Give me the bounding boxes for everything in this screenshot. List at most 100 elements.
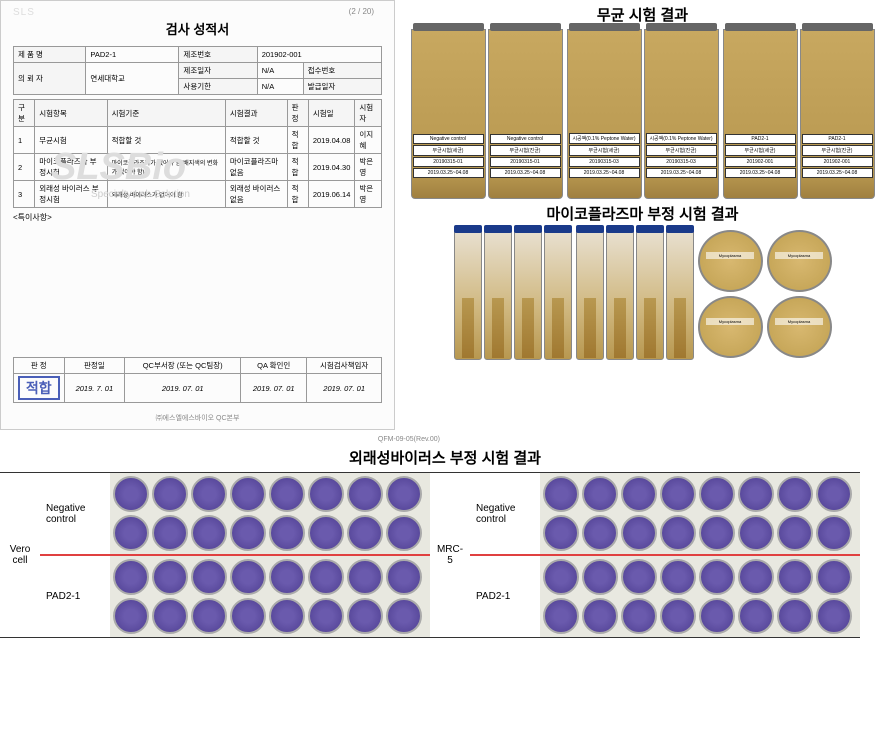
plate-area: Negative control PAD2-1: [40, 473, 430, 637]
well: [543, 559, 579, 595]
expiry-label: 사용기한: [179, 79, 257, 95]
well: [191, 515, 227, 551]
th-date: 시험일: [308, 100, 355, 127]
well: [777, 559, 813, 595]
well: [230, 515, 266, 551]
well: [152, 515, 188, 551]
th-tester: 시험자: [355, 100, 382, 127]
product-name: PAD2-1: [86, 47, 179, 63]
well: [347, 476, 383, 512]
well: [269, 598, 305, 634]
well: [543, 515, 579, 551]
signature-table: 판 정 판정일 QC부서장 (또는 QC팀장) QA 확인인 시험검사책임자 적…: [13, 357, 382, 403]
myco-tube: [636, 230, 664, 360]
well: [308, 515, 344, 551]
well: [543, 476, 579, 512]
well-grid: [110, 473, 430, 554]
client-name: 연세대학교: [86, 63, 179, 95]
well: [191, 598, 227, 634]
lot-number: 201902-001: [257, 47, 381, 63]
well: [582, 476, 618, 512]
right-column: 무균 시험 결과 Negative control무균시험(세균)2019031…: [395, 0, 890, 430]
vero-block: Vero cell Negative control PAD2-1: [0, 472, 430, 638]
client-label: 의 뢰 자: [14, 63, 86, 95]
th-judge: 판정: [287, 100, 308, 127]
well: [738, 559, 774, 595]
well: [113, 559, 149, 595]
myco-tube: [576, 230, 604, 360]
well: [113, 515, 149, 551]
virus-section: QFM-09-05(Rev.00) 외래성바이러스 부정 시험 결과 Vero …: [0, 436, 890, 638]
myco-tubes-right: [576, 230, 694, 360]
well-grid: [540, 473, 860, 554]
myco-tube: [606, 230, 634, 360]
th-no: 구분: [14, 100, 35, 127]
well: [308, 598, 344, 634]
issue-label: 발급일자: [303, 79, 381, 95]
well: [347, 559, 383, 595]
tube-pair: PAD2-1무균시험(세균)201902-0012019.03.25~04.08…: [723, 29, 875, 199]
well: [660, 559, 696, 595]
petri-dish: Mycoplasma: [698, 296, 763, 358]
well: [660, 598, 696, 634]
well: [699, 515, 735, 551]
well: [347, 515, 383, 551]
well: [621, 598, 657, 634]
well: [816, 476, 852, 512]
sls-dots-logo: SLS: [13, 7, 35, 18]
well: [738, 515, 774, 551]
well: [152, 559, 188, 595]
petri-dish: Mycoplasma: [698, 230, 763, 292]
well: [699, 598, 735, 634]
well: [582, 559, 618, 595]
well: [308, 476, 344, 512]
well: [699, 559, 735, 595]
well: [660, 515, 696, 551]
well: [777, 515, 813, 551]
well: [113, 598, 149, 634]
well: [816, 515, 852, 551]
myco-tube: [544, 230, 572, 360]
well: [738, 476, 774, 512]
certificate-document: SLS (2 / 20) 검사 성적서 제 품 명 PAD2-1 제조번호 20…: [0, 0, 395, 430]
top-section: SLS (2 / 20) 검사 성적서 제 품 명 PAD2-1 제조번호 20…: [0, 0, 890, 430]
virus-title: 외래성바이러스 부정 시험 결과: [0, 443, 890, 472]
product-name-label: 제 품 명: [14, 47, 86, 63]
recv-label: 접수번호: [303, 63, 381, 79]
plate-area: Negative control PAD2-1: [470, 473, 860, 637]
sterility-tubes: Negative control무균시험(세균)20190315-012019.…: [395, 29, 890, 199]
page-number: (2 / 20): [349, 7, 374, 16]
th-result: 시험결과: [225, 100, 287, 127]
well: [386, 598, 422, 634]
footer-company: ㈜에스엘에스바이오 QC본부: [1, 413, 394, 423]
notes-label: <특이사항>: [13, 212, 382, 223]
well: [699, 476, 735, 512]
well: [660, 476, 696, 512]
myco-tube: [514, 230, 542, 360]
well: [777, 598, 813, 634]
well: [582, 598, 618, 634]
cell-line-label: MRC-5: [430, 544, 470, 566]
test-tube: PAD2-1무균시험(세균)201902-0012019.03.25~04.08: [723, 29, 798, 199]
virus-grid: Vero cell Negative control PAD2-1 MRC-5 …: [0, 472, 890, 638]
watermark-subtitle: Specialty Lab Solution: [91, 189, 190, 200]
test-tube: 시공액(0.1% Peptone Water)무균시험(세균)20190315-…: [567, 29, 642, 199]
petri-dish: Mycoplasma: [767, 296, 832, 358]
cell-line-label: Vero cell: [0, 544, 40, 566]
expiry: N/A: [257, 79, 303, 95]
certificate-title: 검사 성적서: [13, 19, 382, 38]
well: [269, 515, 305, 551]
well: [347, 598, 383, 634]
mrc5-block: MRC-5 Negative control PAD2-1: [430, 472, 860, 638]
test-tube: 시공액(0.1% Peptone Water)무균시험(진균)20190315-…: [644, 29, 719, 199]
test-tube: Negative control무균시험(세균)20190315-012019.…: [411, 29, 486, 199]
well: [230, 598, 266, 634]
mfg-date-label: 제조일자: [179, 63, 257, 79]
mycoplasma-title: 마이코플라즈마 부정 시험 결과: [395, 199, 890, 228]
th-item: 시험항목: [35, 100, 107, 127]
tube-pair: Negative control무균시험(세균)20190315-012019.…: [411, 29, 563, 199]
row-label-negative: Negative control: [470, 503, 540, 525]
well: [386, 515, 422, 551]
well: [386, 559, 422, 595]
well: [308, 559, 344, 595]
